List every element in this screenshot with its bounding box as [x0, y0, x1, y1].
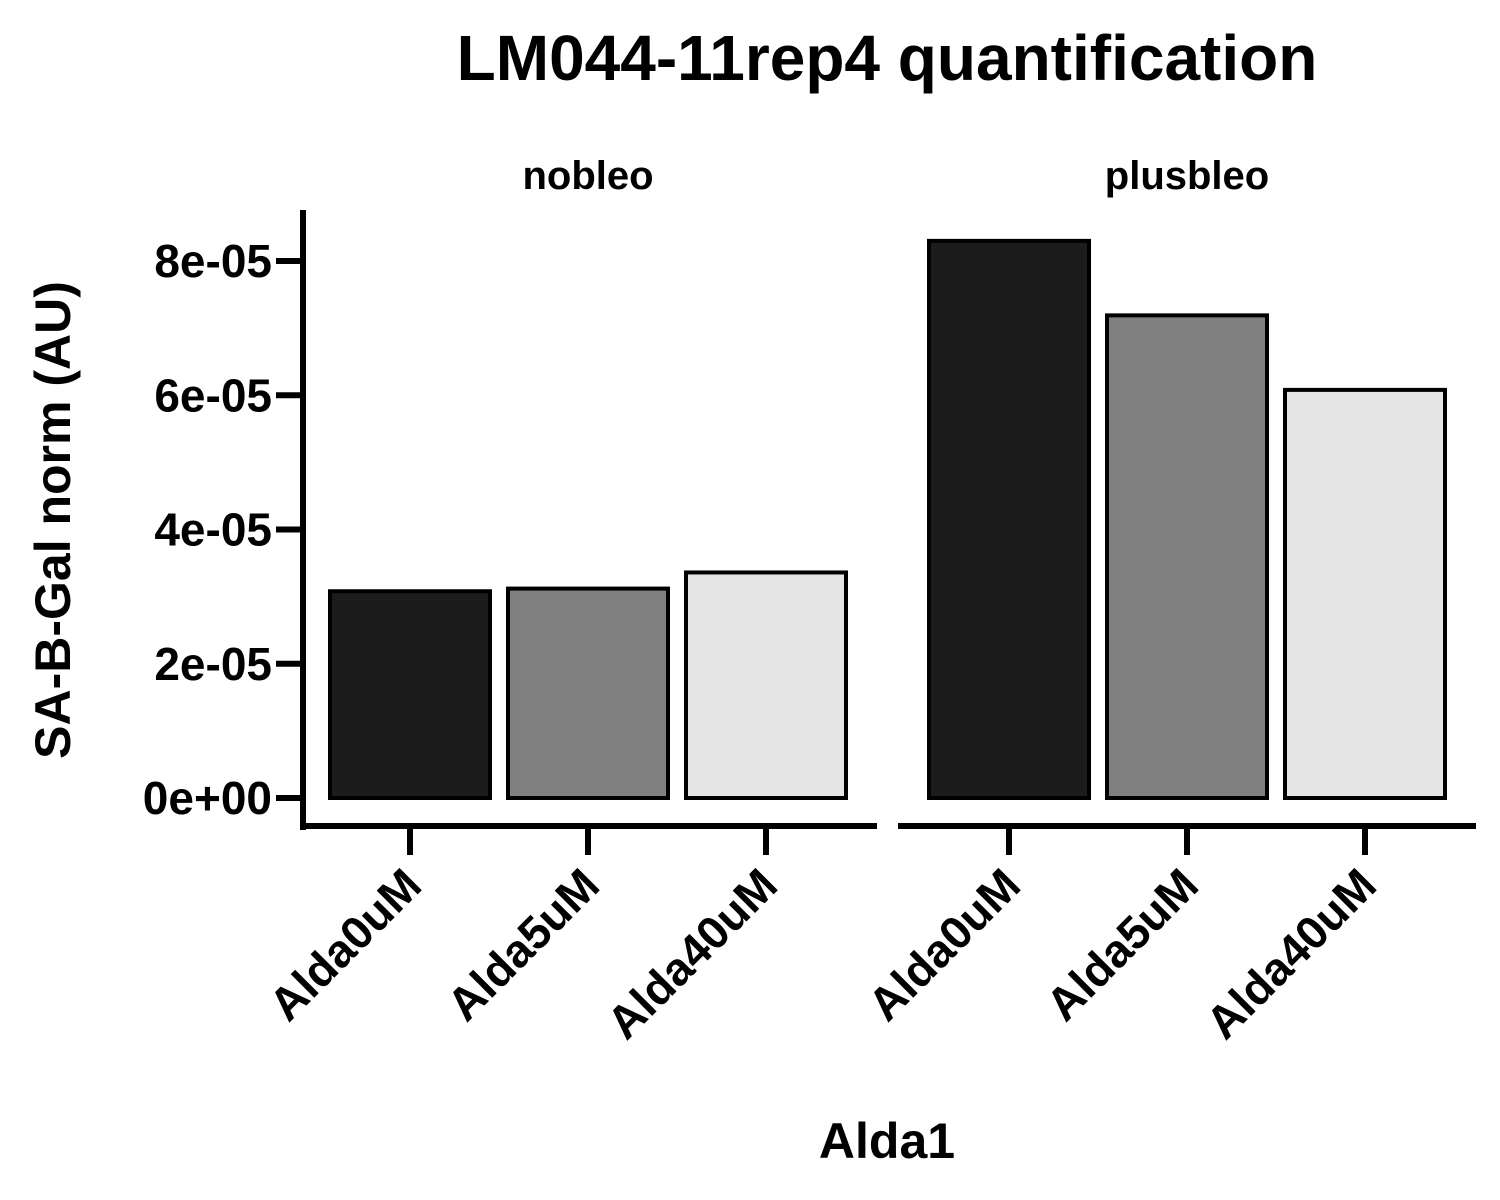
- bar-plusbleo-Alda5uM: [1105, 313, 1269, 800]
- panel-strip-label: plusbleo: [1105, 154, 1269, 198]
- y-tick-label: 4e-05: [154, 504, 272, 556]
- bar-plusbleo-Alda0uM: [927, 238, 1091, 801]
- y-tick-label: 8e-05: [154, 235, 272, 287]
- bar-nobleo-Alda40uM: [684, 570, 848, 801]
- bar-nobleo-Alda0uM: [328, 589, 492, 800]
- x-tick-label: Alda0uM: [259, 858, 431, 1030]
- y-axis-ticks: 0e+00 2e-05 4e-05 6e-05 8e-05: [143, 235, 303, 824]
- y-tick-label: 2e-05: [154, 638, 272, 690]
- x-axis-label: Alda1: [819, 1113, 955, 1169]
- bar-plusbleo-Alda40uM: [1283, 387, 1447, 800]
- y-axis: 0e+00 2e-05 4e-05 6e-05 8e-05: [143, 210, 306, 830]
- x-tick-label: Alda0uM: [858, 858, 1030, 1030]
- x-tick-label: Alda40uM: [597, 858, 787, 1048]
- chart-title: LM044-11rep4 quantification: [457, 22, 1318, 94]
- panel-strip-label: nobleo: [522, 154, 653, 198]
- x-tick-label: Alda5uM: [437, 858, 609, 1030]
- x-tick-label: Alda40uM: [1196, 858, 1386, 1048]
- y-axis-label: SA-B-Gal norm (AU): [25, 281, 81, 759]
- bar-nobleo-Alda5uM: [506, 586, 670, 800]
- y-tick-label: 6e-05: [154, 369, 272, 421]
- y-tick-label: 0e+00: [143, 772, 272, 824]
- x-tick-label: Alda5uM: [1036, 858, 1208, 1030]
